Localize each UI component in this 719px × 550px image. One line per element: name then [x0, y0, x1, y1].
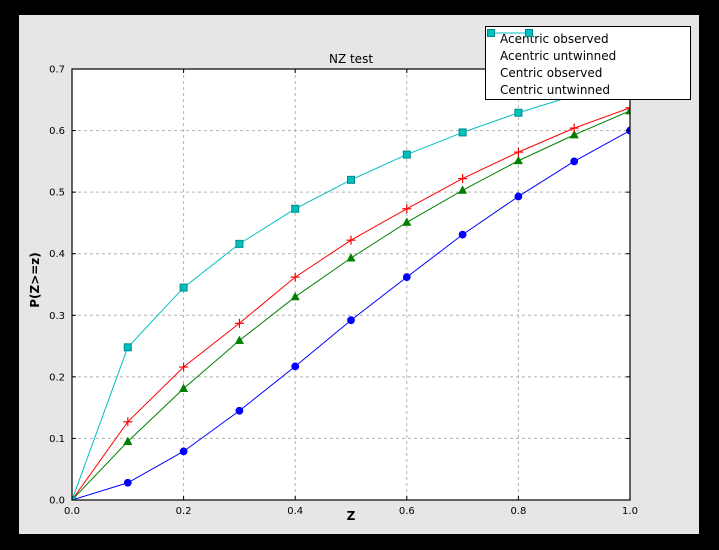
data-point-marker [513, 147, 523, 157]
y-tick-label: 0.1 [49, 434, 65, 445]
y-tick-label: 0.0 [49, 496, 65, 507]
y-tick-label: 0.3 [49, 311, 65, 322]
plot-background [72, 69, 630, 500]
y-axis-label: P(Z>=z) [28, 252, 42, 308]
data-point-marker [235, 406, 244, 415]
data-point-marker [178, 383, 189, 393]
data-point-marker [291, 362, 300, 371]
data-point-marker [625, 103, 630, 113]
y-tick-label: 0.5 [49, 188, 65, 199]
x-tick-label: 0.6 [399, 506, 415, 517]
data-point-marker [72, 496, 76, 500]
data-point-marker [569, 123, 579, 133]
data-point-marker [234, 335, 245, 344]
data-point-marker [234, 318, 244, 328]
data-point-marker [513, 155, 524, 165]
y-tick-label: 0.6 [49, 126, 65, 137]
legend-label: Acentric untwinned [500, 48, 617, 63]
data-point-marker [347, 316, 355, 325]
legend-label: Centric observed [500, 65, 603, 80]
series-acentric-untwinned [72, 105, 630, 500]
legend-line-sample-icon [487, 29, 533, 37]
series-acentric-observed [72, 126, 630, 500]
x-tick-label: 0.2 [176, 506, 192, 517]
x-tick-label: 1.0 [622, 506, 638, 517]
y-tick-label: 0.2 [49, 372, 65, 383]
data-point-marker [402, 217, 412, 226]
series-centric-untwinned [72, 75, 630, 500]
data-point-marker [290, 291, 300, 301]
chart-title: NZ test [328, 52, 374, 66]
data-point-marker [179, 362, 189, 372]
data-point-marker [123, 436, 133, 445]
data-point-marker [346, 253, 356, 262]
data-point-marker [458, 174, 468, 184]
data-point-marker [123, 417, 133, 427]
data-point-marker [458, 230, 467, 239]
axes-frame [71, 68, 631, 501]
x-tick-label: 0.8 [510, 506, 526, 517]
data-point-marker [402, 273, 411, 282]
data-point-marker [347, 175, 355, 184]
data-point-marker [514, 108, 523, 117]
plot-area: 0.0 0.2 0.4 0.6 0.8 1.0 0.0 0.1 0.2 0.3 0.4 0.5 0.6 0… [49, 65, 638, 518]
data-point-marker [514, 192, 523, 201]
data-point-marker [346, 235, 356, 245]
legend-item-centric-observed: Centric observed [486, 29, 690, 81]
data-point-marker [123, 478, 132, 487]
data-point-marker [457, 185, 468, 194]
x-tick-label: 0.4 [287, 506, 303, 517]
data-point-marker [290, 272, 300, 282]
data-point-marker [123, 343, 132, 352]
data-point-marker [235, 239, 244, 248]
y-tick-label: 0.4 [49, 249, 65, 260]
data-point-marker [402, 204, 412, 214]
data-point-marker [570, 157, 579, 166]
x-tick-label: 0.0 [64, 506, 80, 517]
figure-canvas: 0.0 0.2 0.4 0.6 0.8 1.0 0.0 0.1 0.2 0.3 0.4 0.5 0.6 0… [19, 15, 699, 534]
data-point-marker [291, 204, 300, 213]
data-point-marker [179, 283, 188, 292]
data-point-marker [179, 447, 188, 456]
legend-box: Acentric observed Acentric untwinned Cen… [485, 26, 691, 100]
data-point-marker [402, 150, 411, 159]
legend-item-acentric-untwinned: Acentric untwinned [486, 32, 690, 64]
legend-label: Centric untwinned [500, 82, 611, 97]
y-tick-label: 0.7 [49, 65, 65, 76]
x-axis-label: Z [346, 509, 356, 523]
data-point-marker [458, 128, 467, 137]
series-centric-observed [72, 103, 630, 500]
legend-item-centric-untwinned: Centric untwinned [486, 29, 690, 98]
data-point-marker [569, 129, 579, 139]
